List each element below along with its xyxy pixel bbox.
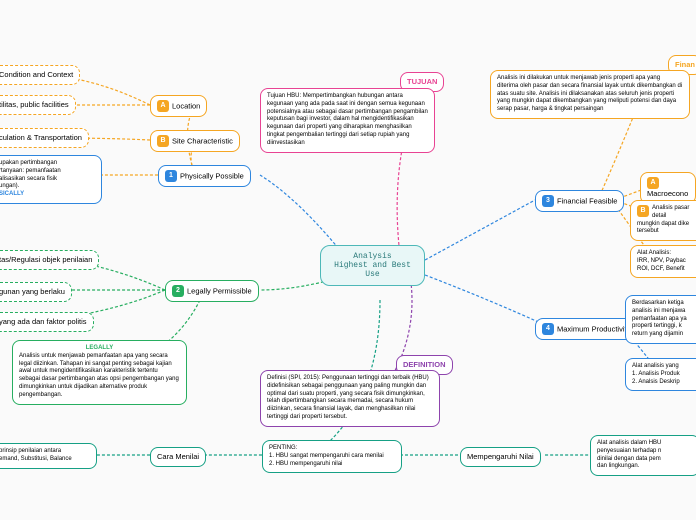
center-title-1: Analysis xyxy=(331,252,414,261)
mempengaruhi: Mempengaruhi Nilai xyxy=(460,447,541,467)
penting: PENTING: 1. HBU sangat mempengaruhi cara… xyxy=(262,440,402,473)
physically-node: 1Physically Possible xyxy=(158,165,251,187)
bangunan: gunan yang berlaku xyxy=(0,282,72,302)
location-node: ALocation xyxy=(150,95,207,117)
physically-text: upakan pertimbangan rtanyaan: pemanfaata… xyxy=(0,155,102,204)
alat-analisis2: Alat analisis yang 1. Analisis Produk 2.… xyxy=(625,358,696,391)
location-badge: A xyxy=(157,100,169,112)
max-prod-text: Berdasarkan ketiga analisis ini menjawa … xyxy=(625,295,696,344)
tujuan-label: TUJUAN xyxy=(407,77,437,86)
financial-node: 3Financial Feasible xyxy=(535,190,624,212)
legally-badge: 2 xyxy=(172,285,184,297)
definition-label: DEFINITION xyxy=(403,360,446,369)
center-title-2: Highest and Best Use xyxy=(331,261,414,279)
physically-badge: 1 xyxy=(165,170,177,182)
legally-text: LEGALLY Analisis untuk menjawab pemanfaa… xyxy=(12,340,187,405)
site-char-badge: B xyxy=(157,135,169,147)
alat-analisis: Alat Analisis: IRR, NPV, Paybac ROI, DCF… xyxy=(630,245,696,278)
alat-hbu: Alat analisis dalam HBU penyesuaian terh… xyxy=(590,435,696,476)
max-prod-node: 4Maximum Productivity xyxy=(535,318,637,340)
max-prod-badge: 4 xyxy=(542,323,554,335)
tujuan-text: Tujuan HBU: Mempertimbangkan hubungan an… xyxy=(260,88,435,153)
financial-badge: 3 xyxy=(542,195,554,207)
politis: yang ada dan faktor politis xyxy=(0,312,94,332)
site-char-node: BSite Characteristic xyxy=(150,130,240,152)
definition-text: Definisi (SPI, 2015): Penggunaan terting… xyxy=(260,370,440,427)
finan-text: Analisis ini dilakukan untuk menjawab je… xyxy=(490,70,690,119)
regulasi: tas/Regulasi objek penilaian xyxy=(0,250,99,270)
prinsip: prinsip penilaian antara emand, Substitu… xyxy=(0,443,97,469)
utilitas: tilitas, public facilities xyxy=(0,95,76,115)
legally-node: 2Legally Permissible xyxy=(165,280,259,302)
cara-menilai: Cara Menilai xyxy=(150,447,206,467)
center-node: Analysis Highest and Best Use xyxy=(320,245,425,286)
cond-context: Condition and Context xyxy=(0,65,80,85)
analisis-pasar: B Analisis pasar detail mungkin dapat di… xyxy=(630,200,696,241)
circulation: culation & Transportation xyxy=(0,128,89,148)
